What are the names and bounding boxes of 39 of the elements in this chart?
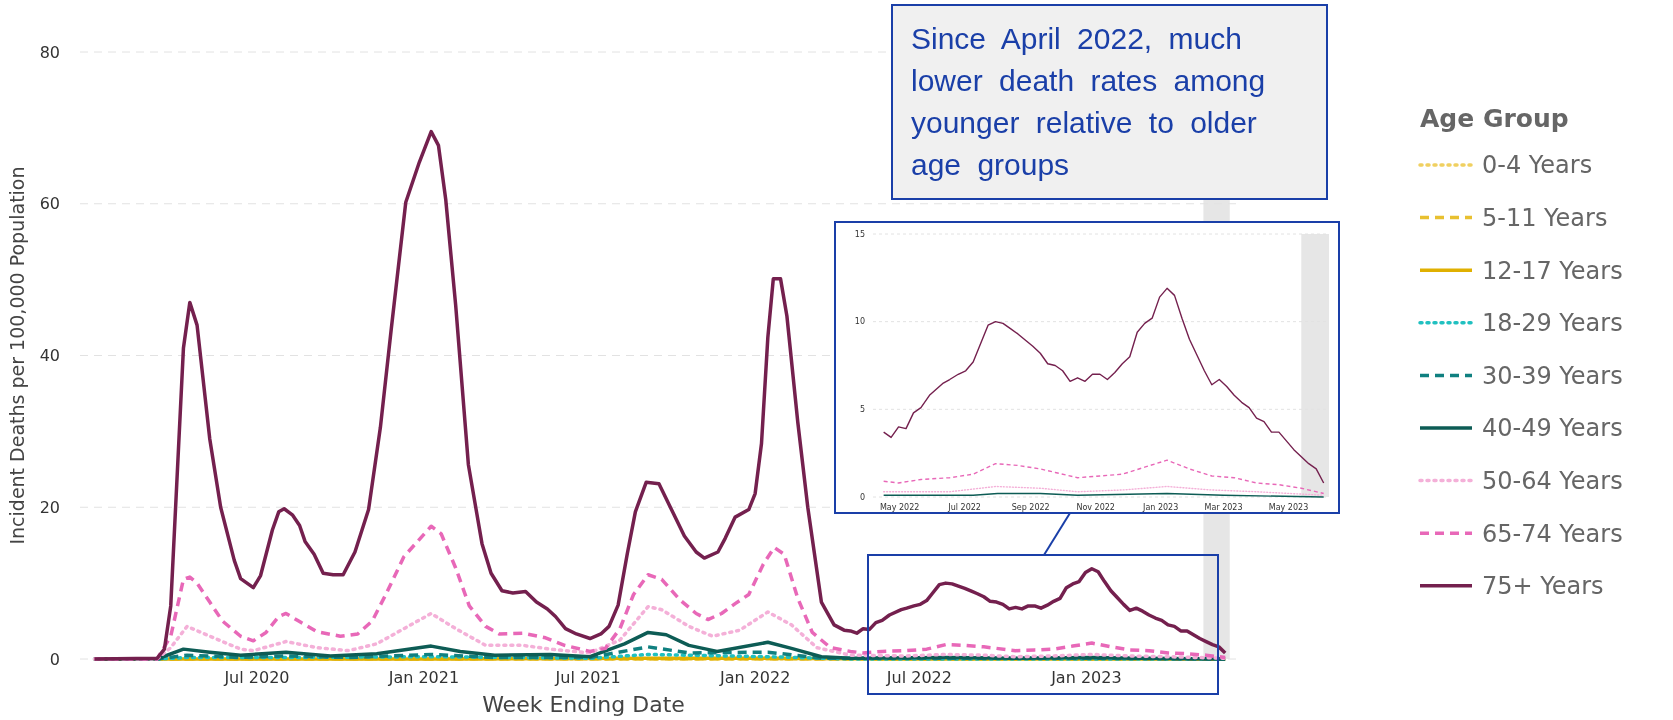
x-tick-label: Sep 2022 <box>1011 502 1050 512</box>
legend-label: 40-49 Years <box>1482 414 1623 443</box>
x-tick-label: Jan 2023 <box>1050 668 1122 687</box>
x-tick-label: May 2023 <box>1268 502 1309 512</box>
legend-label: 75+ Years <box>1482 572 1604 601</box>
x-axis-title: Week Ending Date <box>482 692 685 717</box>
legend-label: 65-74 Years <box>1482 519 1623 548</box>
x-tick-label: Mar 2023 <box>1204 502 1243 512</box>
x-tick-label: May 2022 <box>879 502 920 512</box>
y-axis-title: Incident Deaths per 100,000 Population <box>6 166 28 545</box>
x-tick-label: Jul 2020 <box>223 668 290 687</box>
y-tick-label: 0 <box>49 649 60 669</box>
y-tick-label: 80 <box>39 42 60 62</box>
line-series <box>882 459 1325 495</box>
line-series <box>882 287 1325 484</box>
legend-label: 18-29 Years <box>1482 309 1623 338</box>
legend-label: 12-17 Years <box>1482 256 1623 285</box>
y-tick-label: 15 <box>854 229 865 239</box>
legend-label: 0-4 Years <box>1482 151 1593 180</box>
y-tick-label: 60 <box>39 194 60 214</box>
legend-label: 5-11 Years <box>1482 204 1608 232</box>
x-tick-label: Jul 2022 <box>885 668 952 687</box>
y-tick-label: 20 <box>39 497 60 517</box>
line-series <box>92 604 1227 661</box>
x-tick-label: Jul 2022 <box>947 502 981 512</box>
y-tick-label: 10 <box>854 317 865 327</box>
y-tick-label: 40 <box>39 346 60 366</box>
x-tick-label: Jan 2023 <box>1142 502 1179 512</box>
legend-label: 50-64 Years <box>1482 467 1623 495</box>
y-tick-label: 0 <box>859 492 865 502</box>
x-tick-label: Nov 2022 <box>1076 502 1115 512</box>
x-tick-label: Jan 2022 <box>718 668 791 687</box>
y-tick-label: 5 <box>859 405 865 415</box>
legend-title: Age Group <box>1420 104 1569 133</box>
callout-box: Since April 2022, much lower death rates among younger relative to older age groups <box>891 4 1328 200</box>
x-tick-label: Jan 2021 <box>387 668 460 687</box>
x-tick-label: Jul 2021 <box>554 668 621 687</box>
legend-label: 30-39 Years <box>1482 361 1623 390</box>
line-series <box>882 485 1325 496</box>
